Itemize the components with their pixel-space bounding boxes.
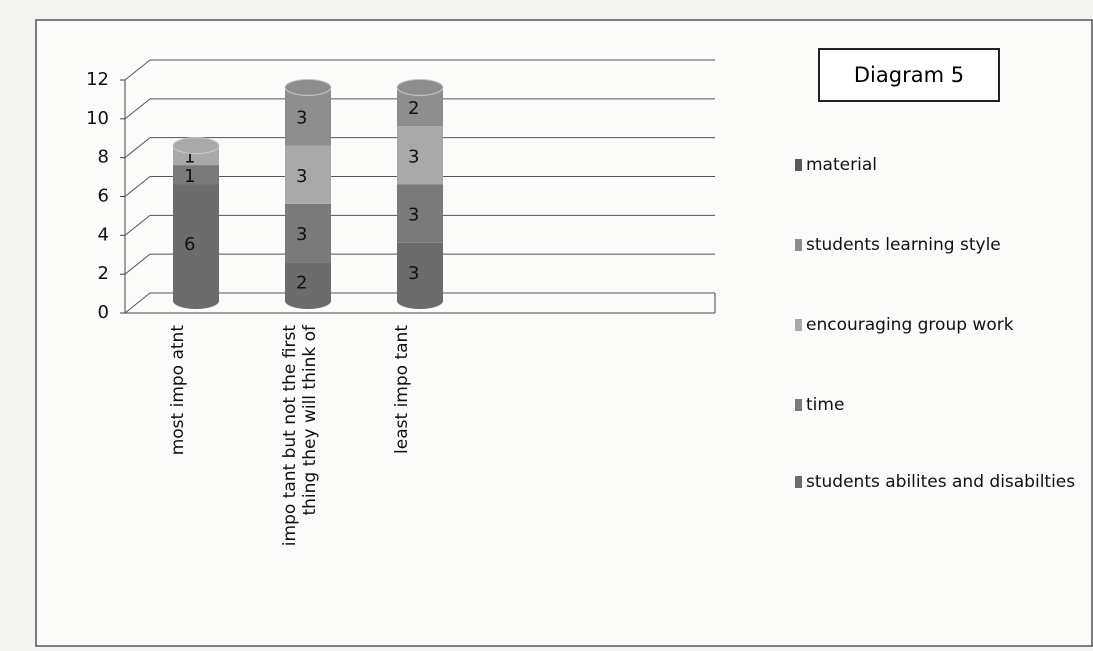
y-tick-label: 2 (98, 263, 109, 284)
data-label: 1 (184, 166, 195, 187)
bar-top (284, 78, 332, 96)
grid-line (124, 98, 151, 120)
bar-top (172, 137, 220, 155)
legend-swatch (795, 399, 802, 411)
data-label: 3 (296, 224, 307, 245)
grid-line (124, 176, 151, 197)
bar-segment (285, 262, 331, 301)
legend-entry: material (795, 155, 1085, 176)
bar-top (396, 78, 444, 96)
legend-label: time (806, 395, 845, 415)
legend-label: students learning style (806, 235, 1001, 255)
data-label: 3 (408, 205, 419, 226)
legend-swatch (795, 319, 802, 331)
legend-entry: encouraging group work (795, 315, 1085, 336)
bar-segment (397, 184, 443, 243)
data-label: 6 (184, 234, 195, 255)
legend-label: material (806, 155, 877, 175)
x-tick-label: most impo atnt (168, 325, 188, 456)
grid-line (124, 137, 151, 159)
data-label: 3 (296, 108, 307, 129)
legend-swatch (795, 476, 802, 488)
bar-segment (173, 184, 219, 301)
legend-label: students abilites and disabilties (806, 472, 1076, 492)
bar-segment (285, 203, 331, 263)
bar-segment (285, 87, 331, 146)
grid-line (124, 214, 151, 236)
chart-frame (35, 19, 1093, 647)
data-label: 3 (408, 263, 419, 284)
chart-title: Diagram 5 (818, 48, 1000, 102)
legend-entry: time (795, 395, 1085, 416)
legend-label: encouraging group work (806, 315, 1014, 335)
legend-swatch (795, 159, 802, 171)
bar-segment (397, 126, 443, 185)
data-label: 2 (296, 273, 307, 294)
y-tick-label: 0 (98, 302, 109, 323)
legend-swatch (795, 239, 802, 251)
data-label: 3 (296, 166, 307, 187)
data-label: 1 (184, 146, 195, 167)
x-tick-label: impo tant but not the first thing they w… (280, 325, 320, 547)
y-tick-label: 8 (98, 147, 109, 168)
bar-segment (285, 145, 331, 204)
y-tick-label: 6 (98, 186, 109, 207)
x-tick-label: least impo tant (392, 325, 412, 454)
legend-entry: students abilites and disabilties (795, 472, 1085, 493)
bar-segment (173, 165, 219, 185)
y-tick-label: 12 (86, 69, 109, 90)
data-label: 2 (408, 98, 419, 119)
bar-segment (397, 242, 443, 301)
grid-line (124, 59, 151, 81)
legend-entry: students learning style (795, 235, 1085, 256)
grid-line (124, 253, 151, 275)
data-label: 3 (408, 146, 419, 167)
y-tick-label: 4 (98, 224, 109, 245)
y-tick-label: 10 (86, 108, 109, 129)
grid-line (124, 292, 151, 314)
